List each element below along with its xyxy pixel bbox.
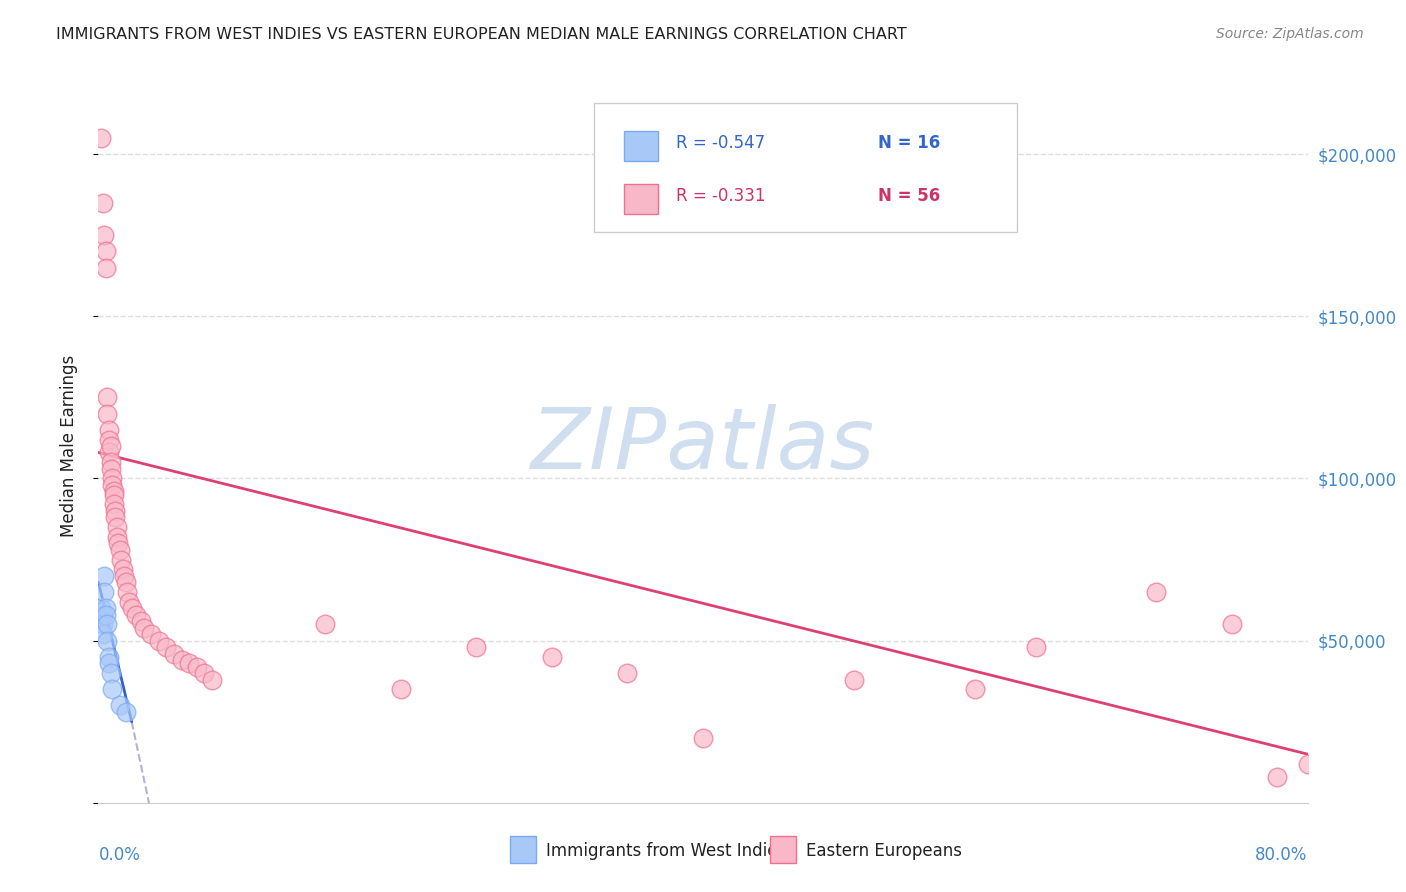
Point — [1024, 640, 1046, 654]
Point — [100, 666, 122, 681]
Point — [100, 461, 122, 475]
Point — [389, 682, 412, 697]
Point — [125, 607, 148, 622]
Point — [1296, 756, 1319, 771]
Point — [98, 657, 121, 671]
Point — [179, 657, 201, 671]
Point — [101, 682, 124, 697]
FancyBboxPatch shape — [624, 130, 658, 161]
Point — [105, 520, 128, 534]
Point — [540, 649, 562, 664]
Text: N = 16: N = 16 — [879, 134, 941, 152]
Point — [115, 585, 138, 599]
Point — [108, 698, 131, 713]
Text: 0.0%: 0.0% — [98, 846, 141, 863]
Point — [105, 530, 128, 544]
Point — [100, 439, 122, 453]
Point — [93, 568, 115, 582]
FancyBboxPatch shape — [624, 184, 658, 214]
Y-axis label: Median Male Earnings: Median Male Earnings — [59, 355, 77, 537]
Point — [186, 659, 208, 673]
Point — [96, 407, 118, 421]
Point — [101, 478, 124, 492]
Point — [692, 731, 714, 745]
Point — [101, 471, 124, 485]
Text: N = 56: N = 56 — [879, 187, 941, 205]
Text: Eastern Europeans: Eastern Europeans — [806, 842, 962, 860]
Point — [118, 595, 141, 609]
Text: ZIPatlas: ZIPatlas — [531, 404, 875, 488]
Point — [90, 601, 112, 615]
Point — [148, 633, 170, 648]
Point — [965, 682, 987, 697]
Text: R = -0.331: R = -0.331 — [676, 187, 766, 205]
Point — [1267, 770, 1289, 784]
Text: Immigrants from West Indies: Immigrants from West Indies — [546, 842, 786, 860]
Point — [1144, 585, 1167, 599]
Point — [91, 627, 114, 641]
Point — [129, 614, 152, 628]
Point — [114, 575, 136, 590]
Point — [104, 510, 127, 524]
Point — [104, 504, 127, 518]
Point — [114, 705, 136, 719]
Point — [94, 607, 117, 622]
Point — [96, 617, 118, 632]
Point — [201, 673, 224, 687]
Point — [98, 649, 121, 664]
Text: R = -0.547: R = -0.547 — [676, 134, 765, 152]
Point — [91, 195, 114, 210]
Point — [98, 433, 121, 447]
Point — [314, 617, 336, 632]
Point — [93, 228, 115, 243]
Point — [465, 640, 488, 654]
Point — [91, 607, 114, 622]
Point — [170, 653, 193, 667]
Point — [163, 647, 186, 661]
Point — [94, 260, 117, 275]
Point — [110, 552, 132, 566]
Point — [193, 666, 215, 681]
Text: 80.0%: 80.0% — [1256, 846, 1308, 863]
Point — [112, 568, 135, 582]
Point — [107, 536, 129, 550]
Point — [103, 484, 125, 499]
FancyBboxPatch shape — [509, 837, 536, 863]
Point — [94, 601, 117, 615]
Point — [96, 390, 118, 404]
Point — [90, 131, 112, 145]
Point — [111, 562, 134, 576]
FancyBboxPatch shape — [769, 837, 796, 863]
Point — [844, 673, 866, 687]
Point — [132, 621, 155, 635]
Point — [93, 585, 115, 599]
Point — [121, 601, 143, 615]
Point — [91, 617, 114, 632]
Point — [94, 244, 117, 259]
Point — [108, 542, 131, 557]
Point — [616, 666, 638, 681]
Point — [96, 633, 118, 648]
FancyBboxPatch shape — [595, 103, 1018, 232]
Text: Source: ZipAtlas.com: Source: ZipAtlas.com — [1216, 27, 1364, 41]
Point — [103, 488, 125, 502]
Point — [98, 445, 121, 459]
Point — [155, 640, 177, 654]
Point — [98, 423, 121, 437]
Point — [1220, 617, 1243, 632]
Text: IMMIGRANTS FROM WEST INDIES VS EASTERN EUROPEAN MEDIAN MALE EARNINGS CORRELATION: IMMIGRANTS FROM WEST INDIES VS EASTERN E… — [56, 27, 907, 42]
Point — [141, 627, 163, 641]
Point — [103, 497, 125, 511]
Point — [100, 455, 122, 469]
